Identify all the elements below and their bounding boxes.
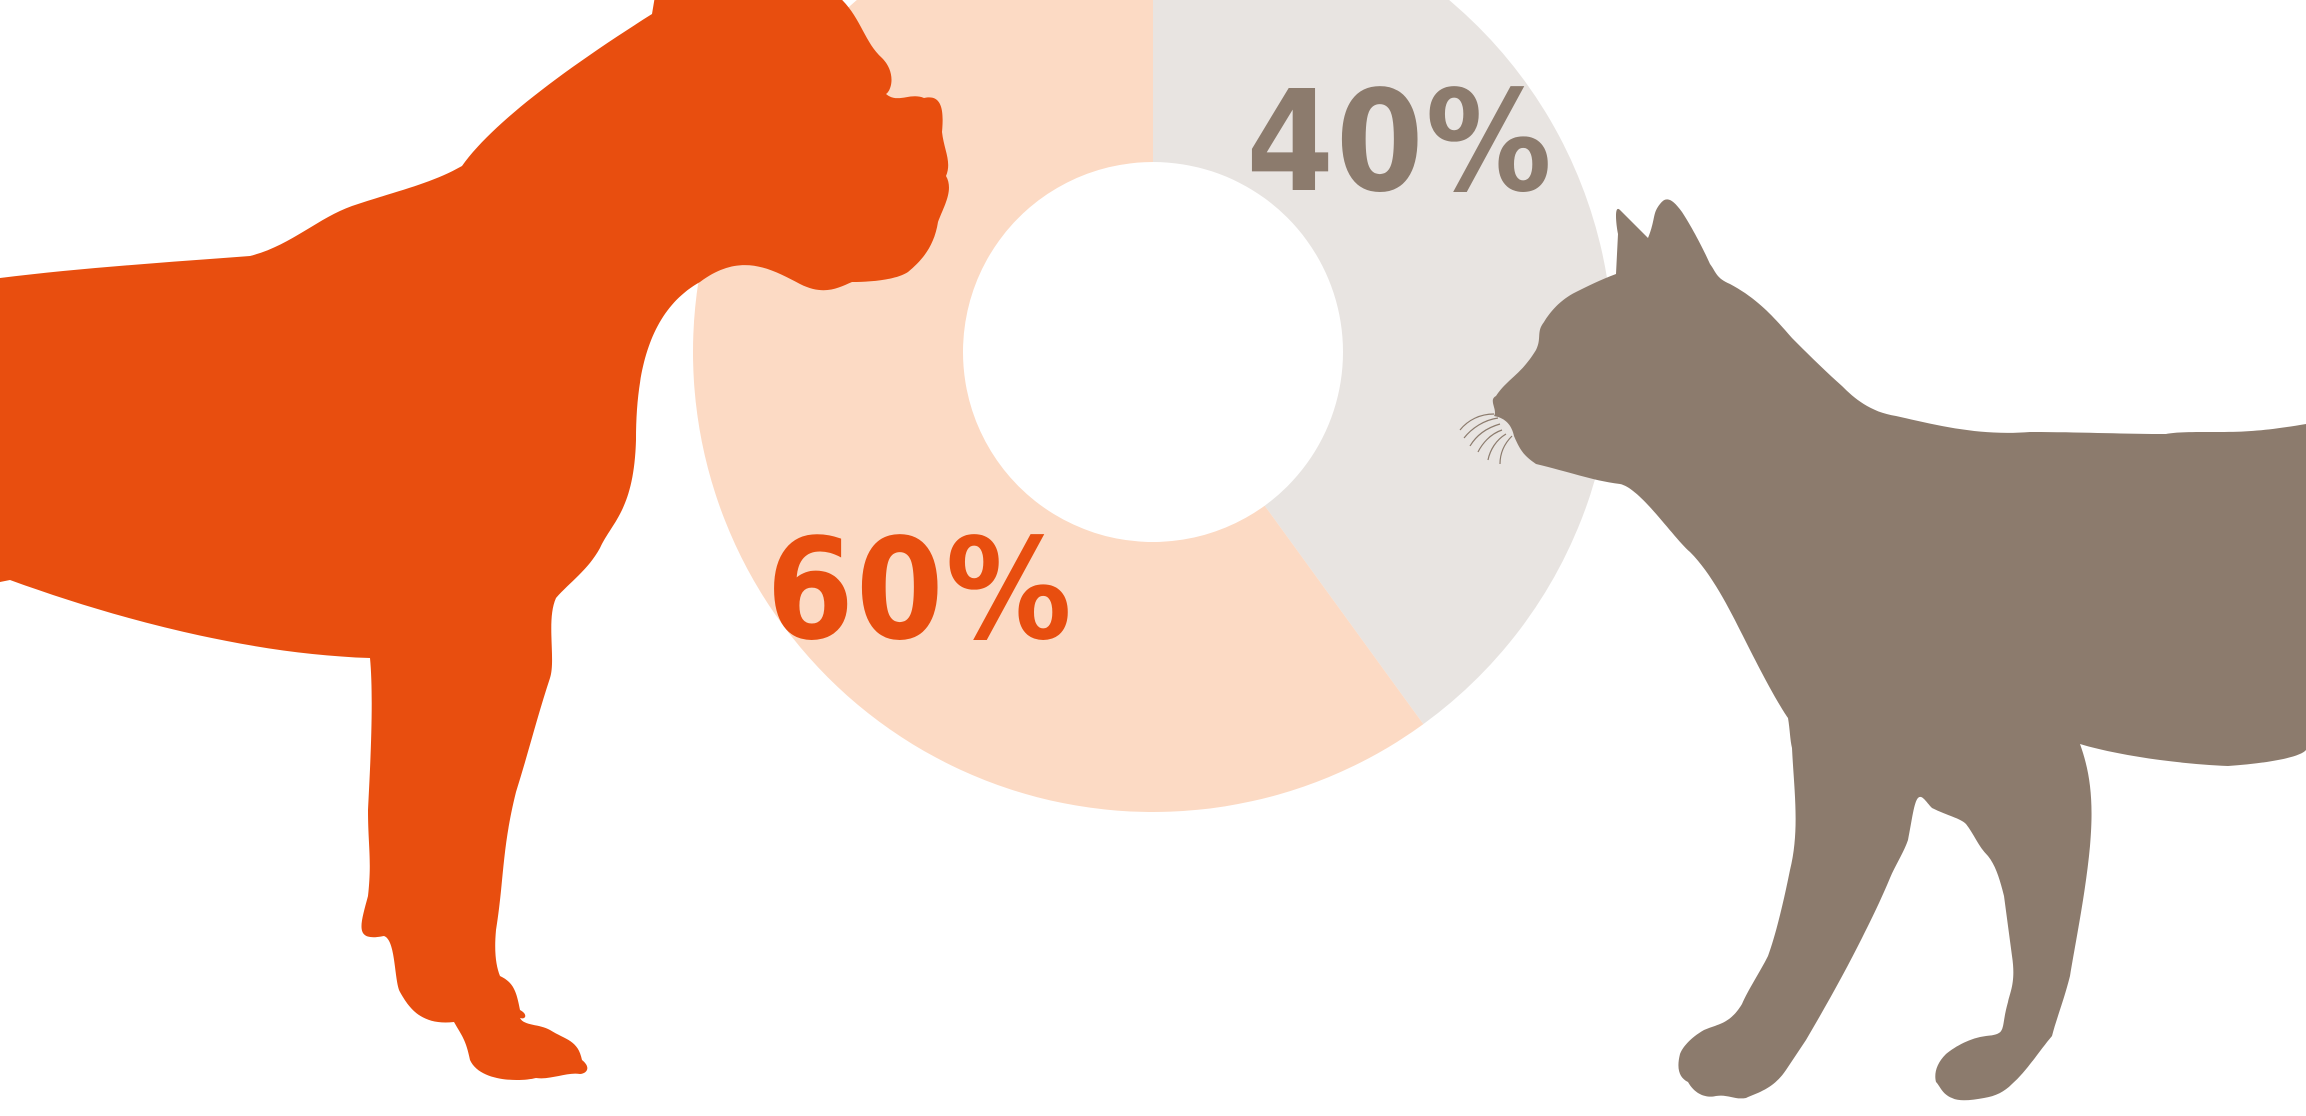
donut-slice-cat — [1153, 0, 1613, 725]
slice-label-dog: 60% — [766, 509, 1073, 672]
slice-labels: 60% 40% — [766, 61, 1553, 672]
slice-label-cat: 40% — [1246, 61, 1553, 224]
dog-silhouette-icon — [0, 0, 949, 1081]
cat-silhouette-icon — [1492, 199, 2306, 1101]
cat-whiskers-icon — [1459, 413, 1513, 465]
